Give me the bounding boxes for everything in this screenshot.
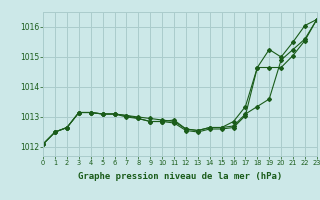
X-axis label: Graphe pression niveau de la mer (hPa): Graphe pression niveau de la mer (hPa) <box>78 172 282 181</box>
